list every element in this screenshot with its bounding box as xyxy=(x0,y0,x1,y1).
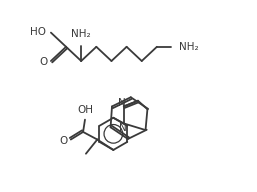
Text: O: O xyxy=(59,136,67,146)
Text: NH₂: NH₂ xyxy=(179,42,198,52)
Text: HO: HO xyxy=(30,27,46,37)
Text: N: N xyxy=(118,98,125,108)
Text: NH₂: NH₂ xyxy=(71,29,91,39)
Text: OH: OH xyxy=(77,105,93,115)
Text: N: N xyxy=(119,123,127,133)
Text: O: O xyxy=(40,57,48,67)
